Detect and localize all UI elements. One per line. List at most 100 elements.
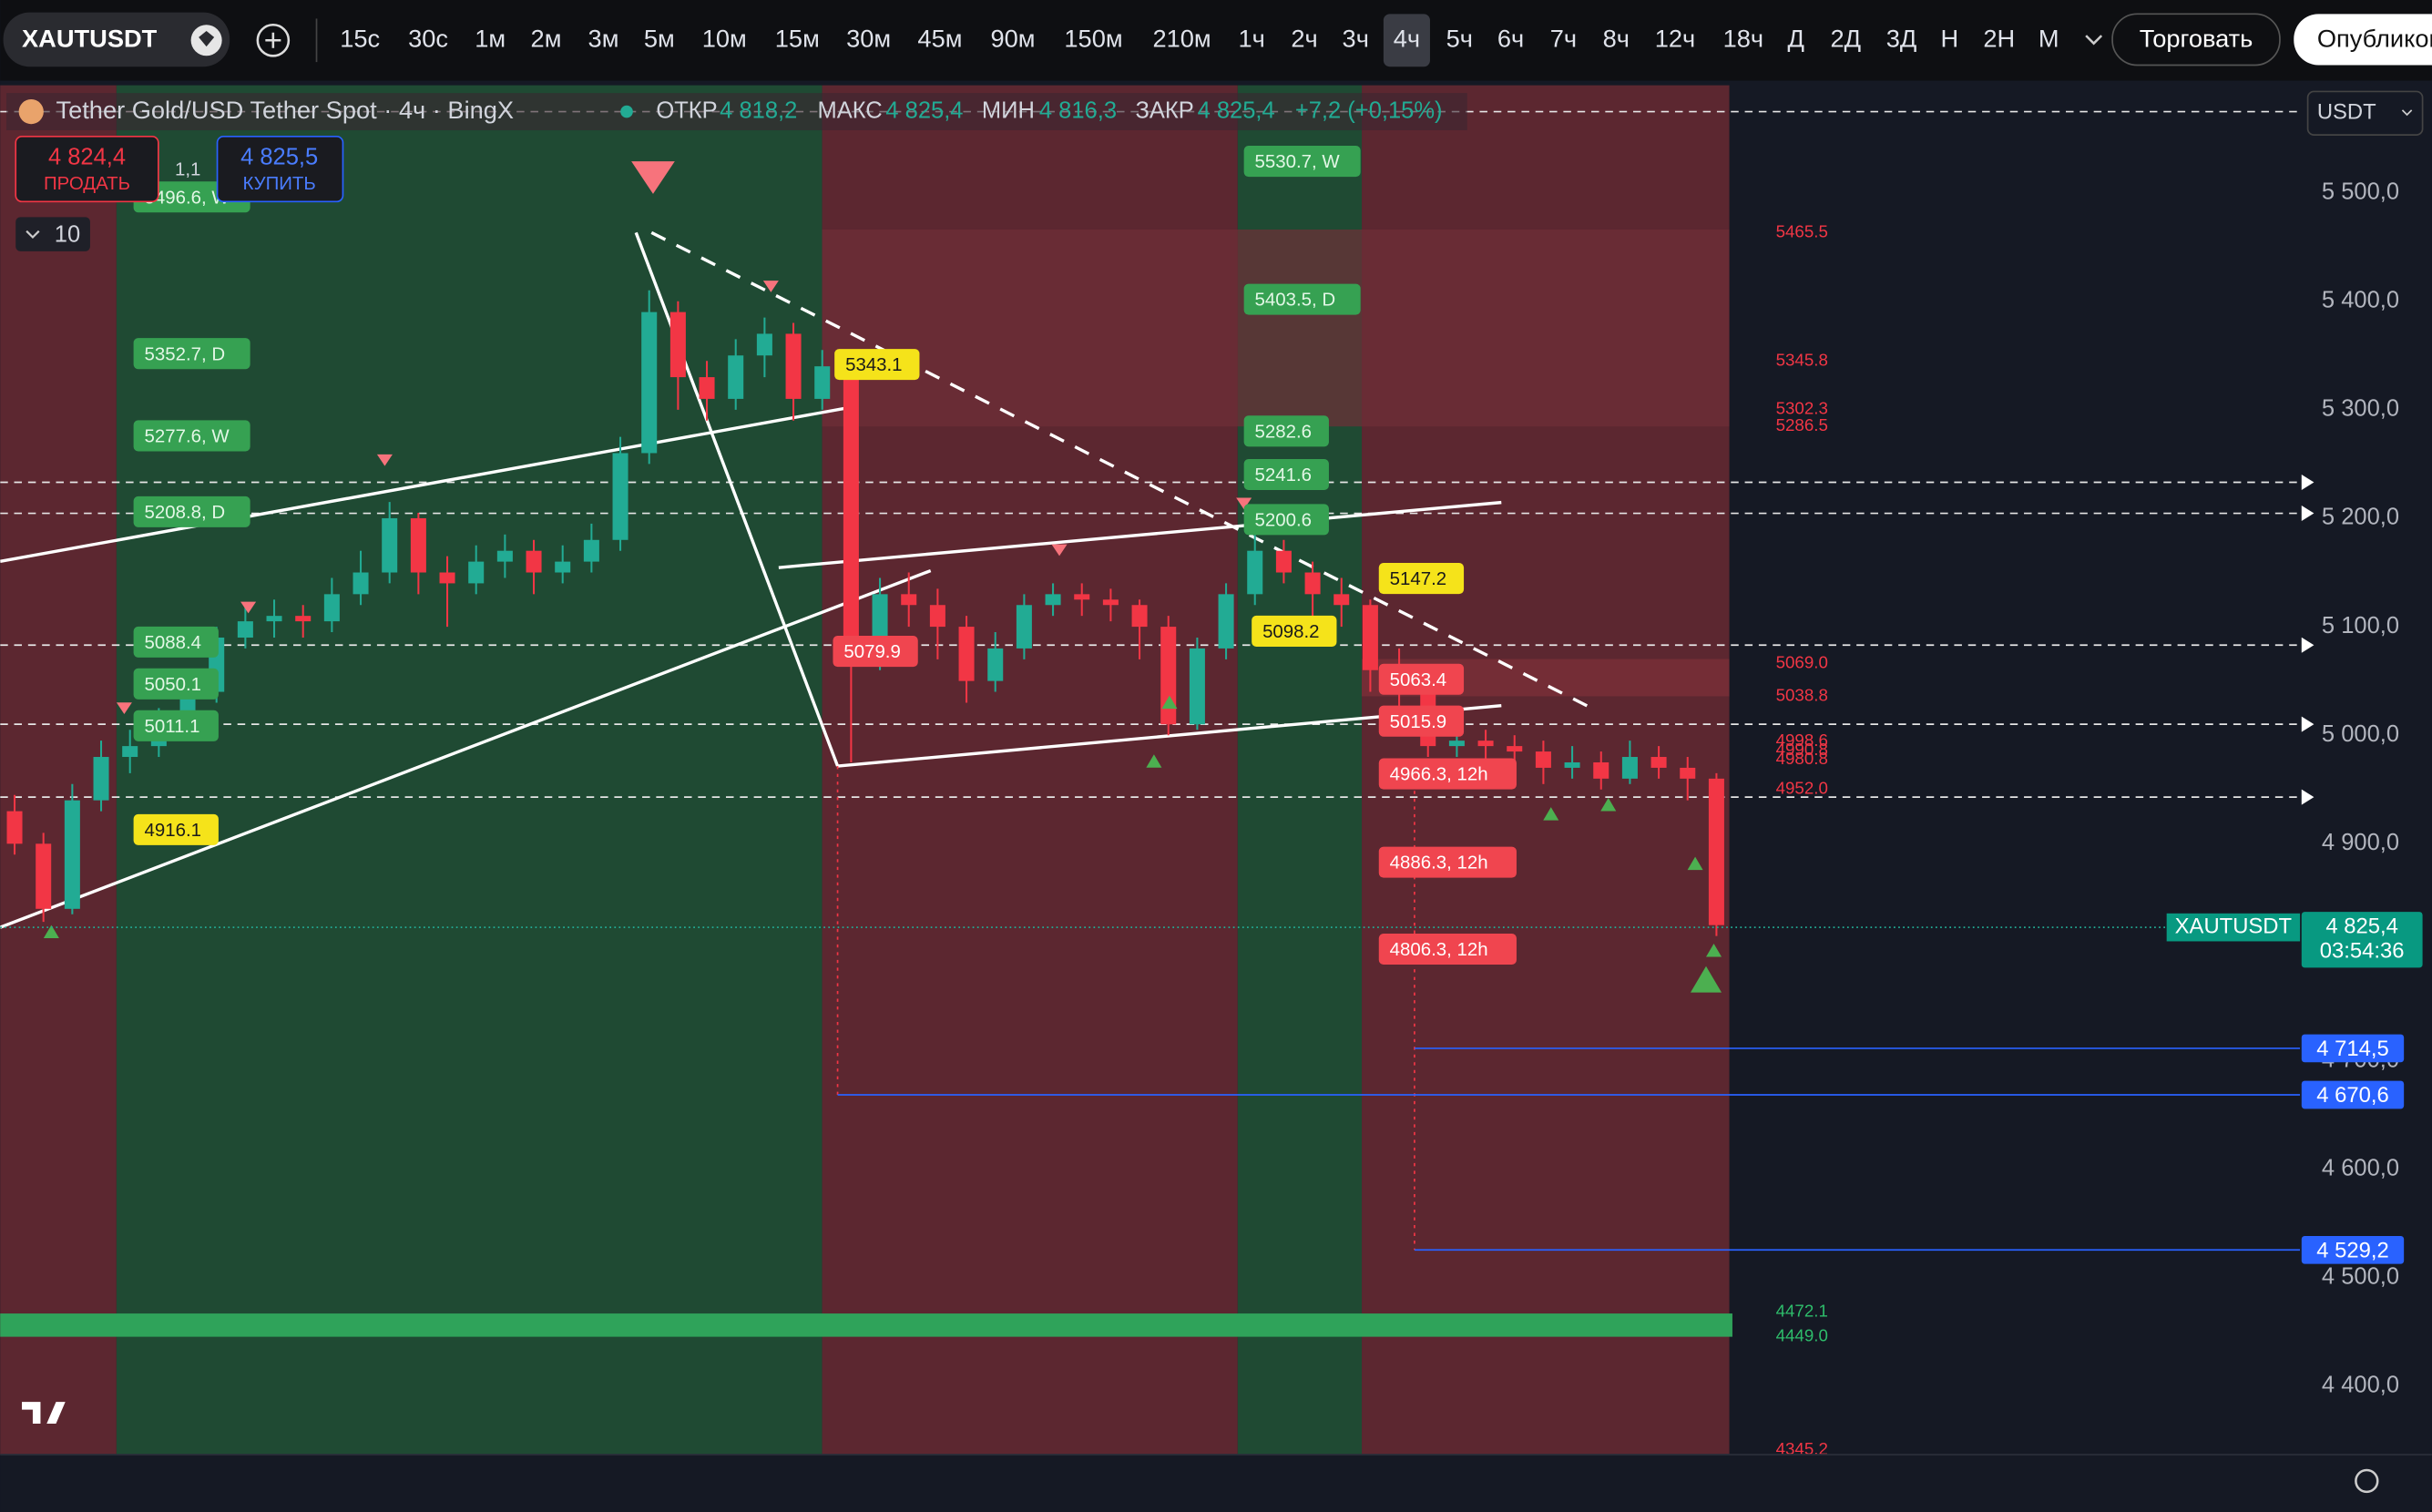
diamond — [199, 31, 215, 47]
candle-body — [929, 605, 945, 628]
candle-body — [699, 377, 715, 399]
tag-label: 5098.2 — [1262, 622, 1319, 642]
interval[interactable]: 5м — [644, 24, 675, 52]
interval[interactable]: 3Д — [1886, 24, 1917, 52]
interval[interactable]: 3ч — [1343, 24, 1369, 52]
sell-button[interactable] — [15, 135, 159, 203]
publish-button[interactable] — [2294, 14, 2432, 66]
candle-body — [93, 757, 109, 801]
interval[interactable]: 3м — [588, 24, 619, 52]
trade-button[interactable] — [2111, 13, 2281, 66]
chevron[interactable] — [2085, 35, 2103, 46]
interval[interactable]: М — [2039, 24, 2059, 52]
interval[interactable]: 8ч — [1603, 24, 1630, 52]
level-arrow — [2301, 637, 2314, 653]
y-tick-label: 5 500,0 — [2322, 179, 2399, 204]
interval[interactable]: 1м — [475, 24, 506, 52]
legend-bg — [6, 93, 1467, 131]
interval[interactable]: 2Д — [1830, 24, 1861, 52]
quantity-box[interactable] — [15, 217, 90, 251]
interval[interactable]: 4ч — [1394, 24, 1420, 52]
interval[interactable]: 7ч — [1550, 24, 1577, 52]
level-label: 4345.2 — [1776, 1439, 1828, 1458]
tag-box — [1378, 933, 1517, 965]
buy-price: 4 825,5 — [240, 144, 318, 169]
legend-title: Tether Gold/USD Tether Spot · 4ч · BingX — [56, 96, 514, 124]
settings-icon[interactable] — [2355, 1468, 2379, 1494]
candle-body — [901, 594, 917, 606]
sell-signal — [1236, 497, 1252, 510]
add-button[interactable] — [256, 23, 291, 57]
candle-body — [785, 333, 802, 399]
candle-body — [468, 561, 485, 584]
candle-body — [1045, 594, 1061, 606]
currency-box[interactable] — [2306, 90, 2424, 136]
interval[interactable]: 15с — [340, 24, 380, 52]
interval[interactable]: Д — [1788, 24, 1804, 52]
candle-body — [1247, 550, 1263, 595]
interval[interactable]: Н — [1940, 24, 1958, 52]
interval[interactable]: 6ч — [1497, 24, 1524, 52]
candle-body — [36, 843, 52, 909]
sell-signal — [1051, 544, 1068, 557]
candle-body — [1448, 741, 1465, 747]
candle-body — [756, 333, 772, 356]
interval[interactable]: 2м — [531, 24, 562, 52]
interval[interactable]: 5ч — [1446, 24, 1473, 52]
symbol-box[interactable] — [3, 12, 230, 67]
tag-label: 5088.4 — [145, 633, 201, 653]
tag-box — [1243, 146, 1361, 178]
candle-body — [728, 355, 744, 399]
interval[interactable]: 10м — [702, 24, 747, 52]
sell-signal — [762, 281, 779, 292]
interval[interactable]: 2ч — [1291, 24, 1317, 52]
interval[interactable]: 15м — [775, 24, 820, 52]
candle-body — [1477, 741, 1494, 747]
level-label: 4998.6 — [1776, 730, 1828, 750]
level-label: 5286.5 — [1776, 415, 1828, 434]
interval[interactable]: 150м — [1064, 24, 1122, 52]
candle-body — [64, 800, 80, 909]
level-label: 5345.8 — [1776, 351, 1828, 370]
interval[interactable]: 18ч — [1723, 24, 1763, 52]
buy-signal — [1600, 797, 1617, 812]
tag-label: 5403.5, D — [1255, 291, 1336, 311]
support-band — [0, 1313, 1732, 1337]
tag-box — [834, 349, 920, 381]
tag-label: 5496.6, W — [145, 188, 230, 208]
symbol: XAUTUSDT — [22, 24, 158, 52]
legend-change: +7,2 (+0,15%) — [1295, 97, 1443, 123]
candle-body — [1708, 778, 1724, 925]
interval[interactable]: 1ч — [1238, 24, 1264, 52]
publish-label: Опубликовать — [2317, 24, 2432, 52]
tag-box — [133, 495, 250, 527]
tag-box — [133, 813, 219, 845]
interval[interactable]: 12ч — [1655, 24, 1695, 52]
trend-line — [634, 231, 840, 767]
tag-label: 5343.1 — [845, 355, 902, 375]
y-tick-label: 4 600,0 — [2322, 1155, 2399, 1180]
candle-body — [814, 366, 831, 399]
candle-body — [353, 572, 369, 595]
tag-box — [1243, 504, 1329, 536]
candle-body — [266, 616, 282, 622]
candle-body — [1362, 605, 1378, 670]
interval[interactable]: 2Н — [1983, 24, 2015, 52]
tag-label: 5063.4 — [1390, 670, 1446, 690]
sell-signal — [116, 702, 132, 715]
candle-body — [410, 517, 426, 573]
candle-body — [1621, 757, 1638, 779]
zones — [0, 85, 1732, 1456]
interval[interactable]: 30с — [408, 24, 448, 52]
y-tick-label: 5 100,0 — [2322, 613, 2399, 639]
candle-body — [1218, 594, 1234, 649]
logo — [18, 98, 44, 125]
chevron — [2401, 109, 2413, 117]
interval[interactable]: 90м — [990, 24, 1035, 52]
interval[interactable]: 45м — [917, 24, 962, 52]
buy-signal — [1161, 695, 1178, 710]
interval[interactable]: 210м — [1152, 24, 1211, 52]
interval[interactable]: 30м — [846, 24, 891, 52]
buy-button[interactable] — [216, 135, 344, 203]
candle-body — [843, 366, 859, 649]
